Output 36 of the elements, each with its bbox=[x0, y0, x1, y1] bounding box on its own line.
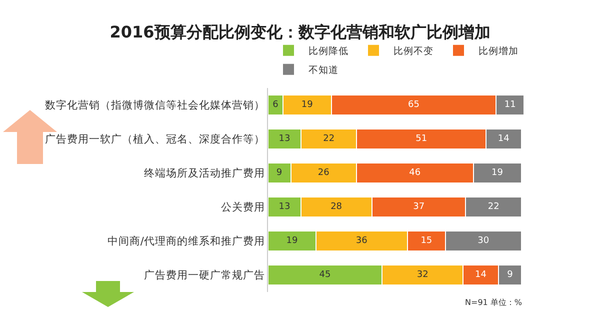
y-tick-label: 中间商/代理商的维系和推广费用 bbox=[107, 234, 265, 248]
legend-label: 不知道 bbox=[308, 64, 338, 76]
data-label: 30 bbox=[478, 236, 490, 246]
data-label: 46 bbox=[409, 168, 421, 178]
legend-label: 比例不变 bbox=[394, 45, 434, 58]
data-label: 14 bbox=[475, 270, 487, 280]
data-label: 19 bbox=[286, 236, 298, 246]
data-label: 15 bbox=[420, 236, 432, 246]
data-label: 9 bbox=[507, 270, 514, 280]
data-label: 11 bbox=[504, 100, 516, 110]
data-label: 65 bbox=[408, 100, 420, 110]
data-label: 37 bbox=[413, 202, 425, 212]
y-tick-label: 广告费用一软广（植入、冠名、深度合作等） bbox=[44, 132, 265, 146]
data-label: 22 bbox=[323, 134, 335, 144]
y-tick-label: 公关费用 bbox=[220, 200, 265, 214]
data-label: 32 bbox=[416, 270, 428, 280]
data-label: 36 bbox=[356, 236, 368, 246]
data-label: 19 bbox=[301, 100, 314, 110]
data-label: 9 bbox=[276, 168, 282, 178]
text: N=91 单位：% bbox=[465, 298, 522, 307]
legend-label: 比例降低 bbox=[308, 45, 348, 58]
data-label: 51 bbox=[416, 134, 428, 144]
y-tick-label: 数字化营销（指微博微信等社会化媒体营销） bbox=[44, 98, 265, 112]
data-label: 22 bbox=[488, 202, 500, 212]
y-tick-label: 广告费用一硬广常规广告 bbox=[144, 268, 265, 282]
data-label: 28 bbox=[330, 202, 342, 212]
data-label: 14 bbox=[498, 134, 510, 144]
data-label: 45 bbox=[319, 270, 331, 280]
data-label: 13 bbox=[278, 134, 290, 144]
data-label: 6 bbox=[272, 100, 279, 110]
data-label: 26 bbox=[318, 168, 330, 178]
chart-title: 2016预算分配比例变化：数字化营销和软广比例增加 bbox=[110, 22, 490, 42]
y-tick-label: 终端场所及活动推广费用 bbox=[144, 166, 265, 180]
legend-label: 比例增加 bbox=[478, 45, 518, 58]
data-label: 19 bbox=[492, 168, 504, 178]
data-label: 13 bbox=[278, 202, 290, 212]
